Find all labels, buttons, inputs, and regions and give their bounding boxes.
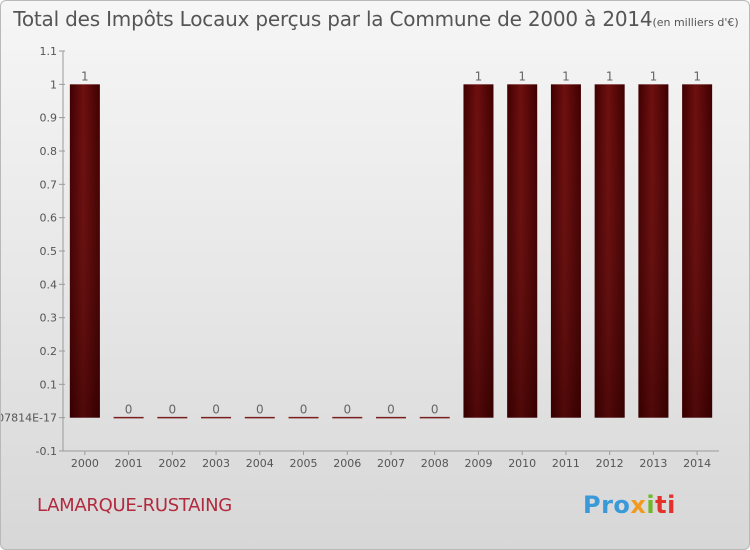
y-tick-label: 0.5	[40, 245, 58, 258]
data-label: 1	[475, 69, 483, 83]
y-tick-label: 0.1	[40, 378, 58, 391]
x-tick-label: 2013	[639, 457, 667, 470]
data-label: 1	[518, 69, 526, 83]
x-tick-label: 2001	[115, 457, 143, 470]
x-tick-label: 2011	[552, 457, 580, 470]
logo-part-2: x	[630, 491, 647, 519]
x-tick-label: 2000	[71, 457, 99, 470]
bar-shade	[550, 84, 581, 418]
bar-shade	[69, 84, 100, 418]
data-label: 0	[300, 403, 308, 417]
chart-title: Total des Impôts Locaux perçus par la Co…	[1, 7, 749, 31]
y-tick-label: 1	[50, 78, 57, 91]
y-tick-label: 0.8	[40, 145, 58, 158]
data-label: 1	[693, 69, 701, 83]
x-tick-label: 2007	[377, 457, 405, 470]
data-label: 1	[562, 69, 570, 83]
x-tick-label: 2014	[683, 457, 711, 470]
y-tick-label: 0.7	[40, 178, 58, 191]
x-tick-label: 2008	[421, 457, 449, 470]
bar-shade	[682, 84, 713, 418]
data-label: 0	[431, 403, 439, 417]
logo-part-4: ti	[655, 491, 676, 519]
data-label: 0	[125, 403, 133, 417]
x-tick-label: 2003	[202, 457, 230, 470]
x-tick-label: 2005	[290, 457, 318, 470]
data-label: 1	[81, 69, 89, 83]
data-label: 0	[343, 403, 351, 417]
bar-shade	[507, 84, 538, 418]
y-tick-label: 0.9	[40, 112, 58, 125]
chart-title-main: Total des Impôts Locaux perçus par la Co…	[13, 7, 653, 31]
proxiti-logo[interactable]: Proxiti	[583, 491, 676, 519]
bar-shade	[463, 84, 494, 418]
x-tick-label: 2004	[246, 457, 274, 470]
y-tick-label: 1.1	[40, 45, 58, 58]
data-label: 0	[256, 403, 264, 417]
bar-shade	[594, 84, 625, 418]
x-tick-label: 2006	[333, 457, 361, 470]
chart-title-unit: (en milliers d'€)	[652, 16, 739, 29]
x-tick-label: 2009	[464, 457, 492, 470]
y-tick-label: 0.6	[40, 212, 58, 225]
data-label: 1	[650, 69, 658, 83]
logo-part-1: Pro	[583, 491, 631, 519]
data-label: 0	[169, 403, 177, 417]
x-tick-label: 2002	[158, 457, 186, 470]
x-tick-label: 2010	[508, 457, 536, 470]
x-tick-label: 2012	[596, 457, 624, 470]
y-tick-label: 0.2	[40, 345, 58, 358]
y-tick-label: -0.1	[36, 445, 57, 458]
y-tick-label: 1.3877787807814E-17	[1, 412, 57, 425]
data-label: 1	[606, 69, 614, 83]
commune-name: LAMARQUE-RUSTAING	[37, 495, 232, 516]
data-label: 0	[212, 403, 220, 417]
y-tick-label: 0.3	[40, 312, 58, 325]
y-tick-label: 0.4	[40, 278, 58, 291]
logo-part-3: i	[646, 491, 656, 519]
data-label: 0	[387, 403, 395, 417]
bar-shade	[638, 84, 669, 418]
